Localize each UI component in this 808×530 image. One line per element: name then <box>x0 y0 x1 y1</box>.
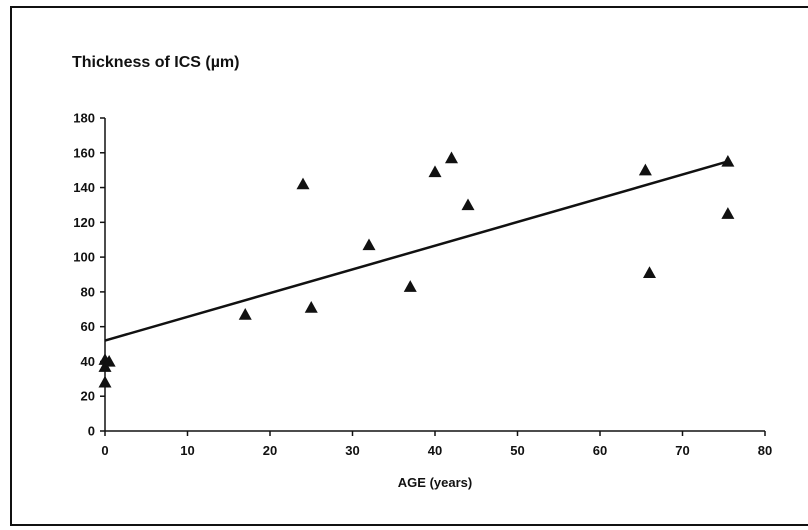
data-point <box>362 238 376 251</box>
chart-frame <box>10 6 808 526</box>
x-tick-label: 20 <box>263 443 277 458</box>
data-point <box>304 301 318 313</box>
y-axis-ticks: 0 20 40 60 80 100 120 140 160 180 <box>73 111 105 439</box>
x-tick-label: 10 <box>180 443 194 458</box>
data-point <box>238 307 252 320</box>
y-tick-label: 80 <box>81 284 95 299</box>
x-tick-label: 70 <box>675 443 689 458</box>
x-tick-label: 0 <box>101 443 108 458</box>
data-point <box>721 207 735 219</box>
x-tick-label: 50 <box>510 443 524 458</box>
data-point <box>721 154 735 167</box>
y-tick-label: 120 <box>73 215 95 230</box>
x-tick-label: 80 <box>758 443 772 458</box>
x-tick-label: 60 <box>593 443 607 458</box>
chart-title: Thickness of ICS (µm) <box>72 54 239 71</box>
y-tick-label: 140 <box>73 180 95 195</box>
data-point <box>296 177 310 190</box>
data-point <box>461 198 475 211</box>
y-tick-label: 180 <box>73 111 95 126</box>
y-tick-label: 40 <box>81 354 95 369</box>
y-tick-label: 0 <box>88 424 95 439</box>
data-point <box>98 375 112 388</box>
x-axis-ticks: 0 10 20 30 40 50 60 70 80 <box>101 431 772 458</box>
y-tick-label: 60 <box>81 319 95 334</box>
y-tick-label: 160 <box>73 145 95 160</box>
y-tick-label: 100 <box>73 250 95 265</box>
data-point <box>102 354 116 367</box>
data-point <box>403 280 417 292</box>
trend-line <box>104 160 729 342</box>
x-tick-label: 30 <box>345 443 359 458</box>
data-point <box>643 266 656 278</box>
data-points <box>98 151 735 388</box>
x-tick-label: 40 <box>428 443 442 458</box>
data-point <box>445 151 458 164</box>
y-tick-label: 20 <box>81 389 95 404</box>
data-point <box>428 165 442 178</box>
x-axis-title: AGE (years) <box>398 475 472 490</box>
data-point <box>638 163 652 176</box>
